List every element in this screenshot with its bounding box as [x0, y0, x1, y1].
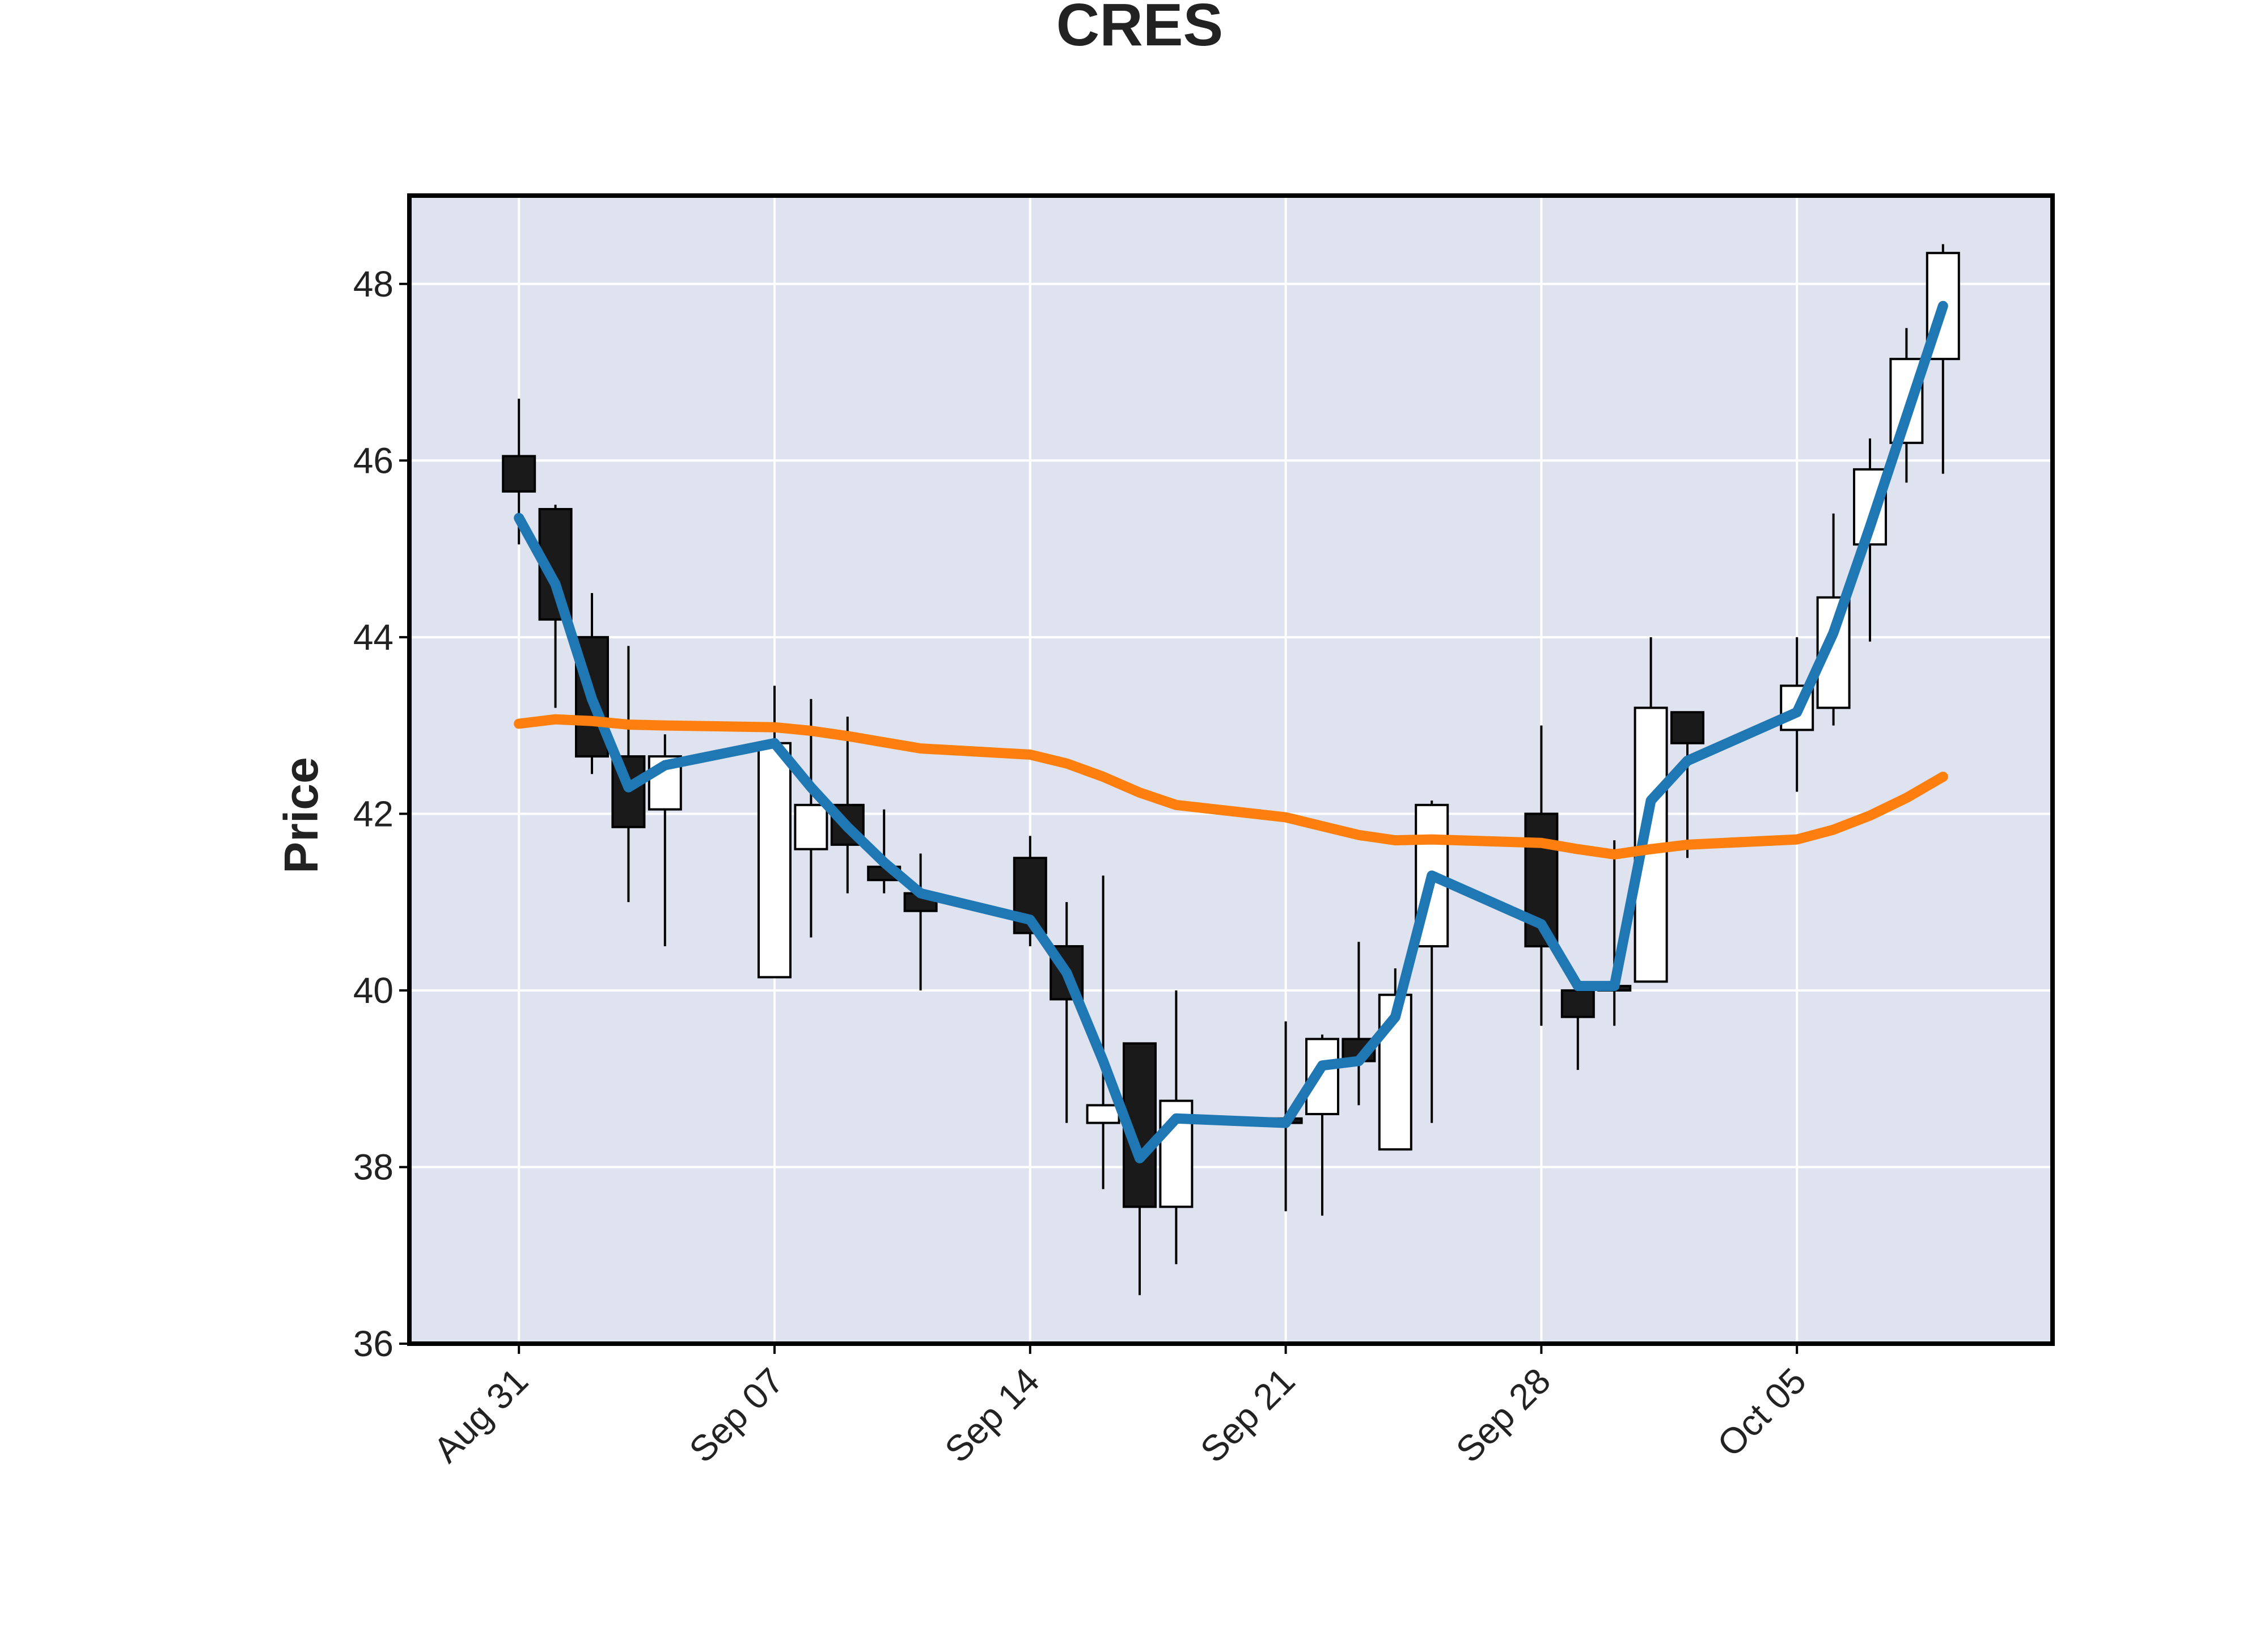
y-tick-label: 46 — [353, 440, 393, 481]
candle-body — [1560, 989, 1595, 1018]
candle-body — [794, 803, 828, 850]
candle-body — [1670, 711, 1704, 744]
candle-body — [502, 455, 536, 493]
y-tick-label: 42 — [353, 793, 393, 834]
y-tick-label: 36 — [353, 1323, 393, 1364]
y-tick-label: 48 — [353, 264, 393, 304]
x-tick-label: Sep 07 — [682, 1360, 792, 1470]
x-tick-label: Sep 14 — [937, 1360, 1047, 1470]
x-tick-label: Sep 21 — [1192, 1360, 1302, 1470]
x-axis-ticks: Aug 31 Sep 07 Sep 14 Sep 21 Sep 28 Oct 05 — [426, 1344, 1814, 1470]
moving-average-line — [514, 714, 1948, 860]
plot-area — [409, 196, 2053, 1344]
candle-body — [758, 742, 792, 979]
x-tick-label: Sep 28 — [1448, 1360, 1558, 1470]
chart-title: CRES — [1056, 0, 1224, 58]
moving-average-lines — [514, 300, 1948, 1163]
moving-average-line — [514, 300, 1948, 1163]
y-axis-label: Price — [274, 757, 328, 874]
candle-body — [1086, 1104, 1120, 1124]
y-axis-ticks: 36 38 40 42 44 46 48 — [353, 264, 409, 1364]
x-tick-label: Oct 05 — [1710, 1360, 1814, 1464]
y-tick-label: 38 — [353, 1146, 393, 1187]
y-tick-label: 40 — [353, 970, 393, 1011]
plot-border — [407, 193, 2055, 1346]
x-tick-label: Aug 31 — [426, 1360, 536, 1470]
y-tick-label: 44 — [353, 617, 393, 658]
